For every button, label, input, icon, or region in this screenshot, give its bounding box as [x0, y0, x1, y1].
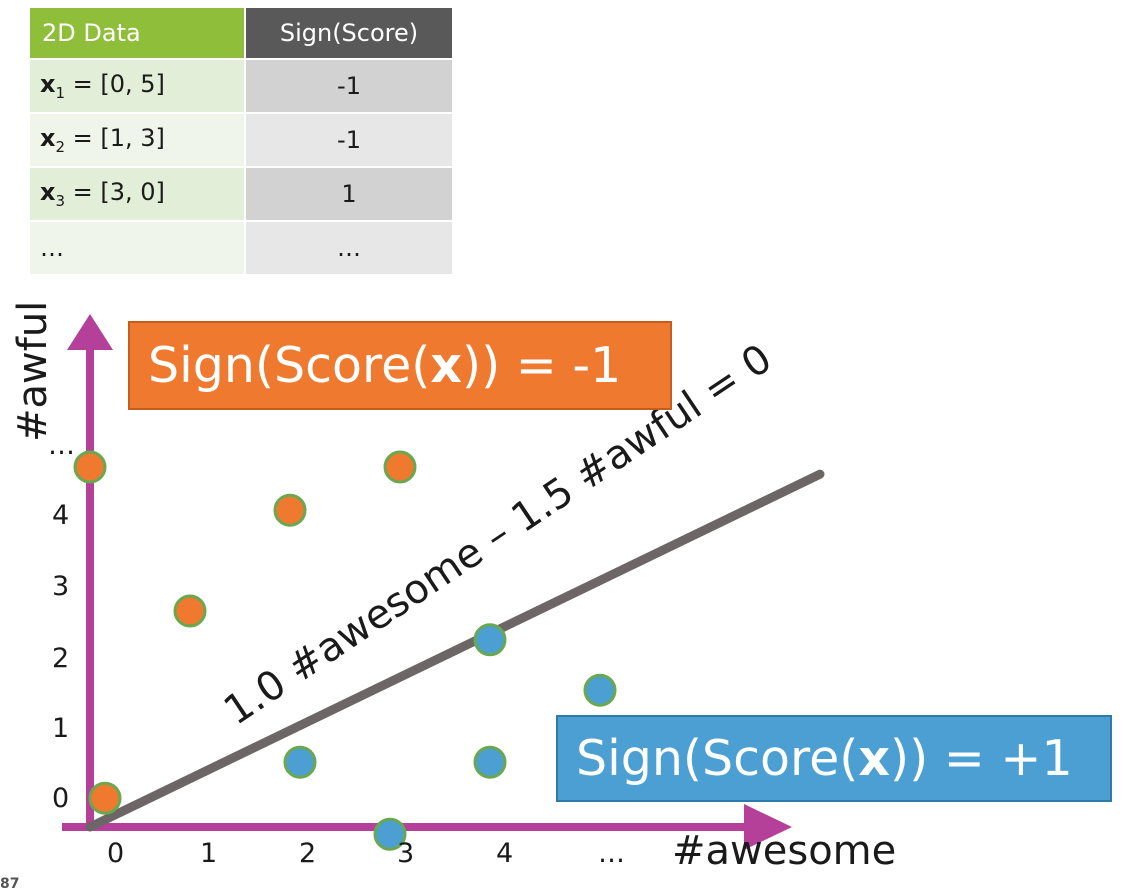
table-row: x3 = [3, 0] 1 — [30, 168, 452, 220]
sign-cell: 1 — [246, 168, 452, 220]
data-cell: x3 = [3, 0] — [30, 168, 244, 220]
negative-data-point — [173, 594, 207, 628]
x-tick-label: 1 — [200, 838, 218, 869]
y-tick-label: … — [48, 430, 75, 461]
positive-data-point — [583, 673, 617, 707]
positive-region-label: Sign(Score(x)) = +1 — [556, 715, 1112, 802]
y-tick-label: 1 — [52, 713, 70, 744]
negative-region-label: Sign(Score(x)) = -1 — [128, 321, 672, 410]
y-tick-label: 4 — [52, 500, 70, 531]
y-axis-arrow — [67, 314, 113, 350]
negative-data-point — [73, 450, 107, 484]
y-tick-label: 0 — [52, 783, 70, 814]
y-tick-label: 3 — [52, 571, 70, 602]
x-tick-label: … — [598, 838, 625, 869]
data-table: 2D Data Sign(Score) x1 = [0, 5] -1 x2 = … — [28, 6, 454, 276]
negative-data-point — [273, 493, 307, 527]
positive-data-point — [283, 745, 317, 779]
table-row: x1 = [0, 5] -1 — [30, 60, 452, 112]
x-tick-label: 4 — [496, 838, 514, 869]
sign-cell: -1 — [246, 114, 452, 166]
sign-cell: -1 — [246, 60, 452, 112]
table-row: x2 = [1, 3] -1 — [30, 114, 452, 166]
x-axis-arrow — [744, 804, 792, 850]
negative-data-point — [88, 781, 122, 815]
sign-cell: … — [246, 222, 452, 274]
x-axis-label: #awesome — [672, 828, 897, 874]
negative-data-point — [383, 450, 417, 484]
decision-boundary-line — [85, 469, 825, 832]
slide-number: 87 — [0, 876, 20, 892]
data-cell: … — [30, 222, 244, 274]
data-cell: x2 = [1, 3] — [30, 114, 244, 166]
y-axis-label: #awful — [10, 300, 56, 442]
positive-data-point — [473, 745, 507, 779]
data-cell: x1 = [0, 5] — [30, 60, 244, 112]
positive-data-point — [473, 623, 507, 657]
positive-data-point — [373, 817, 407, 851]
header-sign-score: Sign(Score) — [246, 8, 452, 58]
x-tick-label: 3 — [397, 838, 415, 869]
table-row: … … — [30, 222, 452, 274]
header-2d-data: 2D Data — [30, 8, 244, 58]
x-tick-label: 2 — [299, 838, 317, 869]
y-tick-label: 2 — [52, 643, 70, 674]
x-tick-label: 0 — [107, 838, 125, 869]
